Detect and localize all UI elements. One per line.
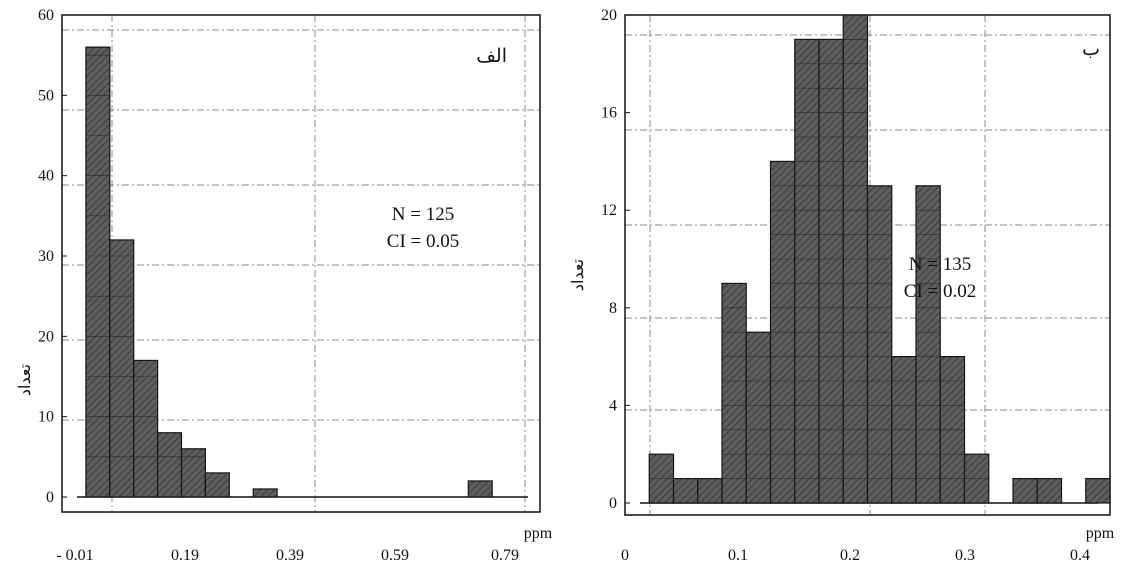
x-tick-label: - 0.01 <box>56 547 93 564</box>
x-tick-label: 0 <box>621 547 629 564</box>
y-tick-label: 50 <box>38 87 54 104</box>
histogram-bar <box>915 185 941 504</box>
x-tick-label: 0.39 <box>276 547 304 564</box>
stats-annotation: N = 135 <box>909 254 971 275</box>
x-tick-label: 0.79 <box>491 547 519 564</box>
histogram-bar <box>109 239 135 498</box>
stats-annotation: CI = 0.02 <box>904 281 976 302</box>
y-tick-label: 16 <box>601 105 617 122</box>
y-tick-label: 20 <box>601 7 617 24</box>
histogram-bar <box>721 282 747 504</box>
x-axis-label: ppm <box>524 525 553 542</box>
stats-annotation: CI = 0.05 <box>387 231 459 252</box>
histogram-bar <box>818 38 844 504</box>
histogram-bar <box>745 331 772 504</box>
y-tick-label: 30 <box>38 248 54 265</box>
histogram-bar <box>252 488 278 498</box>
histogram-bar <box>204 472 230 498</box>
histogram-bar <box>180 448 206 498</box>
histogram-bar <box>85 46 111 498</box>
panel-label: ب <box>1082 39 1100 60</box>
y-axis-label: تعداد <box>570 259 587 291</box>
histogram-bar <box>1085 478 1111 504</box>
y-tick-label: 0 <box>46 489 54 506</box>
chart-panel-left <box>61 14 541 513</box>
y-axis-label: تعداد <box>17 364 34 396</box>
histogram-bar <box>133 359 159 498</box>
y-tick-label: 8 <box>609 300 617 317</box>
stats-annotation: N = 125 <box>392 204 454 225</box>
histogram-bar <box>672 478 699 504</box>
y-tick-label: 60 <box>38 7 54 24</box>
y-tick-label: 40 <box>38 168 54 185</box>
x-tick-label: 0.19 <box>171 547 199 564</box>
histogram-bar <box>697 478 723 504</box>
histogram-bar <box>1036 478 1063 504</box>
y-tick-label: 10 <box>38 409 54 426</box>
panel-label: الف <box>476 46 507 67</box>
histogram-bar <box>1012 478 1038 504</box>
histogram-bar <box>794 38 820 504</box>
x-tick-label: 0.3 <box>955 547 975 564</box>
x-tick-label: 0.2 <box>840 547 860 564</box>
y-tick-label: 0 <box>609 495 617 512</box>
y-tick-label: 12 <box>601 202 617 219</box>
histogram-bar <box>866 185 893 504</box>
y-tick-label: 4 <box>609 397 617 414</box>
plot-frame <box>61 14 541 513</box>
x-tick-label: 0.1 <box>728 547 748 564</box>
x-axis-label: ppm <box>1086 525 1115 542</box>
histogram-bar <box>467 480 493 498</box>
x-tick-label: 0.59 <box>381 547 409 564</box>
x-tick-label: 0.4 <box>1070 547 1090 564</box>
histogram-bar <box>157 432 183 498</box>
y-tick-label: 20 <box>38 328 54 345</box>
chart-panel-right <box>624 14 1111 516</box>
